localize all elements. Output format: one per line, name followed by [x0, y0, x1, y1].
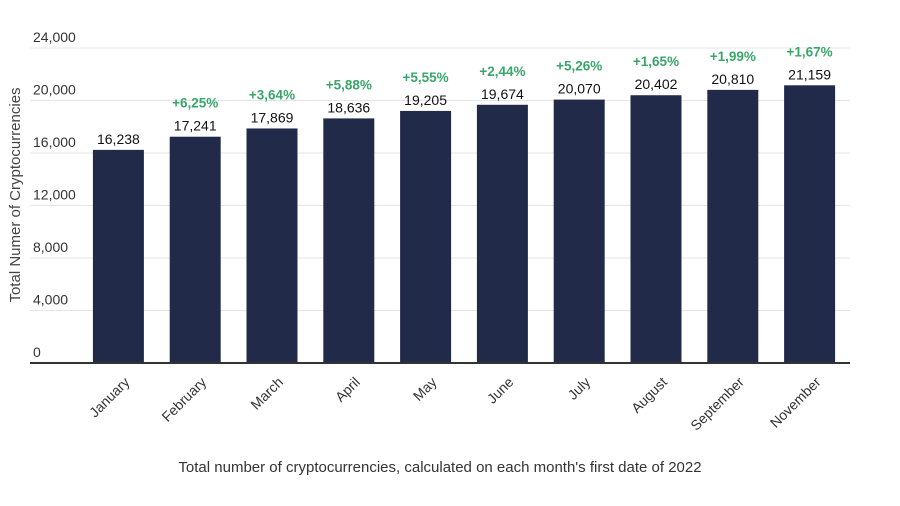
y-tick-label: 12,000 [33, 187, 76, 203]
change-label: +1,99% [710, 49, 756, 64]
bar [784, 85, 836, 364]
value-label: 21,159 [788, 66, 831, 82]
value-label: 20,810 [711, 71, 754, 87]
change-label: +1,67% [787, 44, 833, 59]
category-label: April [332, 374, 363, 405]
change-labels: +6,25% +3,64% +5,88% +5,55% +2,44% +5,26% +1,6… [172, 44, 833, 110]
y-tick-label: 8,000 [33, 239, 68, 255]
value-label: 19,674 [481, 86, 524, 102]
category-label: January [86, 374, 133, 421]
y-axis-title: Total Numer of Cryptocurrencies [7, 87, 24, 302]
bar [323, 118, 375, 363]
category-label: June [484, 374, 517, 407]
y-tick-label: 4,000 [33, 292, 68, 308]
bar [707, 89, 759, 364]
change-label: +5,88% [326, 77, 372, 92]
category-label: March [247, 374, 286, 413]
bar [400, 110, 452, 363]
change-label: +6,25% [172, 96, 218, 111]
value-label: 20,402 [635, 76, 678, 92]
x-axis-categories: January February March April May June July Augu… [86, 374, 824, 434]
bar [92, 149, 144, 363]
category-label: July [564, 374, 593, 403]
bar [476, 104, 528, 363]
value-label: 20,070 [558, 81, 601, 97]
y-tick-label: 24,000 [33, 29, 76, 45]
change-label: +3,64% [249, 87, 295, 102]
value-label: 19,205 [404, 92, 447, 108]
change-label: +5,55% [403, 70, 449, 85]
change-label: +2,44% [479, 64, 525, 79]
bar [630, 95, 682, 363]
y-tick-label: 0 [33, 344, 41, 360]
value-labels: 16,238 17,241 17,869 18,636 19,205 19,674 20,0… [97, 66, 831, 147]
value-label: 17,241 [174, 118, 217, 134]
y-tick-label: 16,000 [33, 134, 76, 150]
chart-caption: Total number of cryptocurrencies, calcul… [178, 459, 701, 476]
bars [92, 85, 836, 364]
category-label: September [687, 374, 747, 434]
category-label: February [158, 374, 209, 425]
change-label: +5,26% [556, 59, 602, 74]
y-tick-label: 20,000 [33, 82, 76, 98]
change-label: +1,65% [633, 54, 679, 69]
category-label: May [410, 374, 440, 404]
y-axis-ticks: 0 4,000 8,000 12,000 16,000 20,000 24,000 [33, 29, 76, 360]
value-label: 16,238 [97, 131, 140, 147]
value-label: 17,869 [251, 109, 294, 125]
bar [246, 128, 298, 363]
bar [553, 99, 605, 364]
category-label: November [767, 374, 824, 431]
category-label: August [628, 374, 670, 416]
value-label: 18,636 [327, 99, 370, 115]
bar [169, 136, 221, 363]
